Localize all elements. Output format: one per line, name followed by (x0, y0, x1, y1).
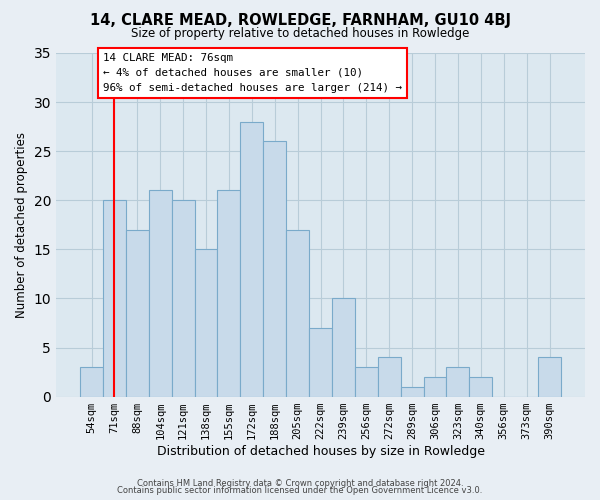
Bar (424, 377, 446, 396)
Bar (80, 367, 103, 396)
Text: Contains public sector information licensed under the Open Government Licence v3: Contains public sector information licen… (118, 486, 482, 495)
Bar (103, 200, 126, 396)
Bar (469, 377, 492, 396)
Text: 14 CLARE MEAD: 76sqm
← 4% of detached houses are smaller (10)
96% of semi-detach: 14 CLARE MEAD: 76sqm ← 4% of detached ho… (103, 53, 402, 92)
Bar (332, 298, 355, 396)
Bar (241, 122, 263, 396)
Bar (263, 142, 286, 396)
Y-axis label: Number of detached properties: Number of detached properties (15, 132, 28, 318)
Bar (401, 387, 424, 396)
Bar (172, 200, 194, 396)
Bar (149, 190, 172, 396)
Bar (378, 358, 401, 397)
Bar (217, 190, 241, 396)
Bar (286, 230, 309, 396)
Text: Contains HM Land Registry data © Crown copyright and database right 2024.: Contains HM Land Registry data © Crown c… (137, 478, 463, 488)
Bar (446, 367, 469, 396)
Text: 14, CLARE MEAD, ROWLEDGE, FARNHAM, GU10 4BJ: 14, CLARE MEAD, ROWLEDGE, FARNHAM, GU10 … (89, 12, 511, 28)
Bar (194, 250, 217, 396)
Bar (538, 358, 561, 397)
Text: Size of property relative to detached houses in Rowledge: Size of property relative to detached ho… (131, 28, 469, 40)
Bar (355, 367, 378, 396)
Bar (126, 230, 149, 396)
X-axis label: Distribution of detached houses by size in Rowledge: Distribution of detached houses by size … (157, 444, 485, 458)
Bar (309, 328, 332, 396)
